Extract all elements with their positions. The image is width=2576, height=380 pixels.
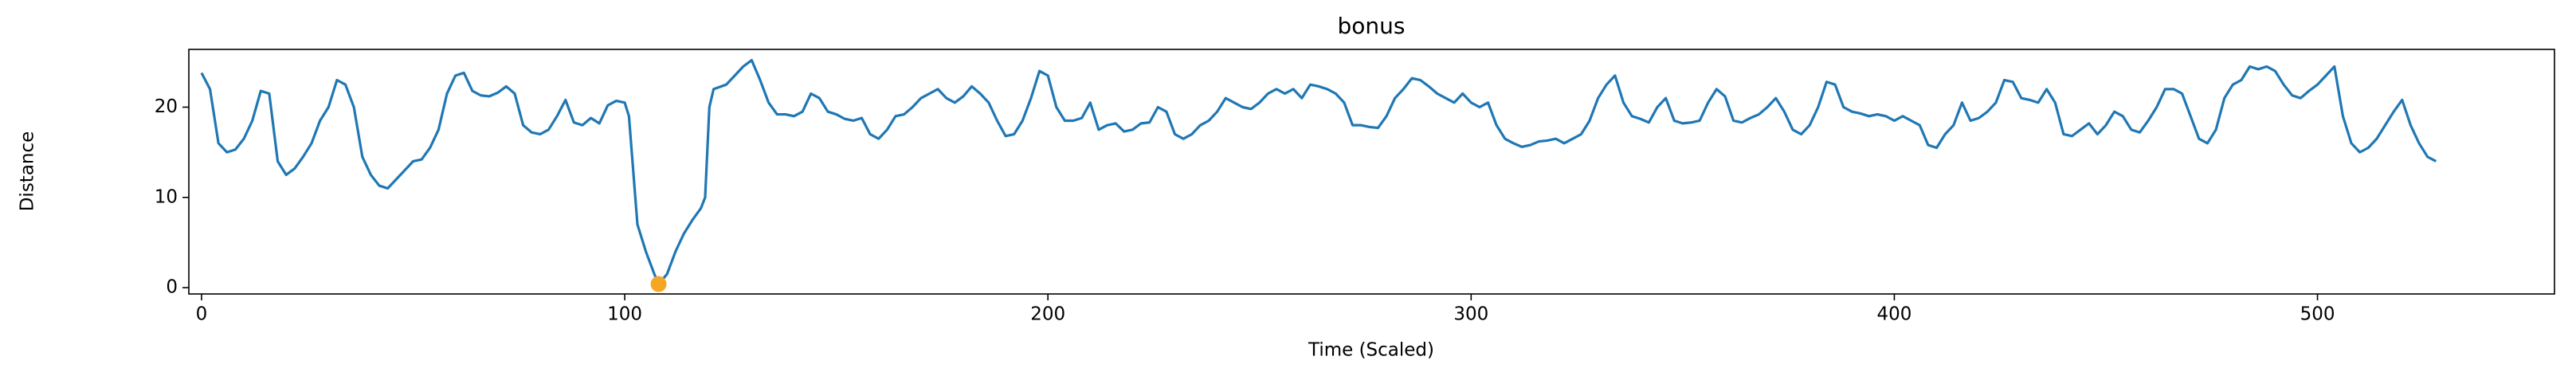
x-axis-label: Time (Scaled)	[1308, 340, 1434, 361]
data-line	[200, 58, 2437, 286]
plot-frame	[188, 49, 2555, 295]
y-tick-label: 0	[166, 277, 178, 298]
x-tick-label: 100	[607, 304, 642, 325]
x-tick-label: 300	[1453, 304, 1488, 325]
y-tick-label: 10	[155, 186, 178, 207]
x-tick-label: 500	[2300, 304, 2335, 325]
highlight-point	[650, 276, 667, 292]
chart-title: bonus	[1338, 13, 1406, 39]
x-tick-label: 200	[1030, 304, 1065, 325]
x-tick-label: 400	[1876, 304, 1911, 325]
y-tick-label: 20	[155, 96, 178, 117]
x-tick-label: 0	[196, 304, 208, 325]
y-axis-label: Distance	[18, 131, 38, 212]
